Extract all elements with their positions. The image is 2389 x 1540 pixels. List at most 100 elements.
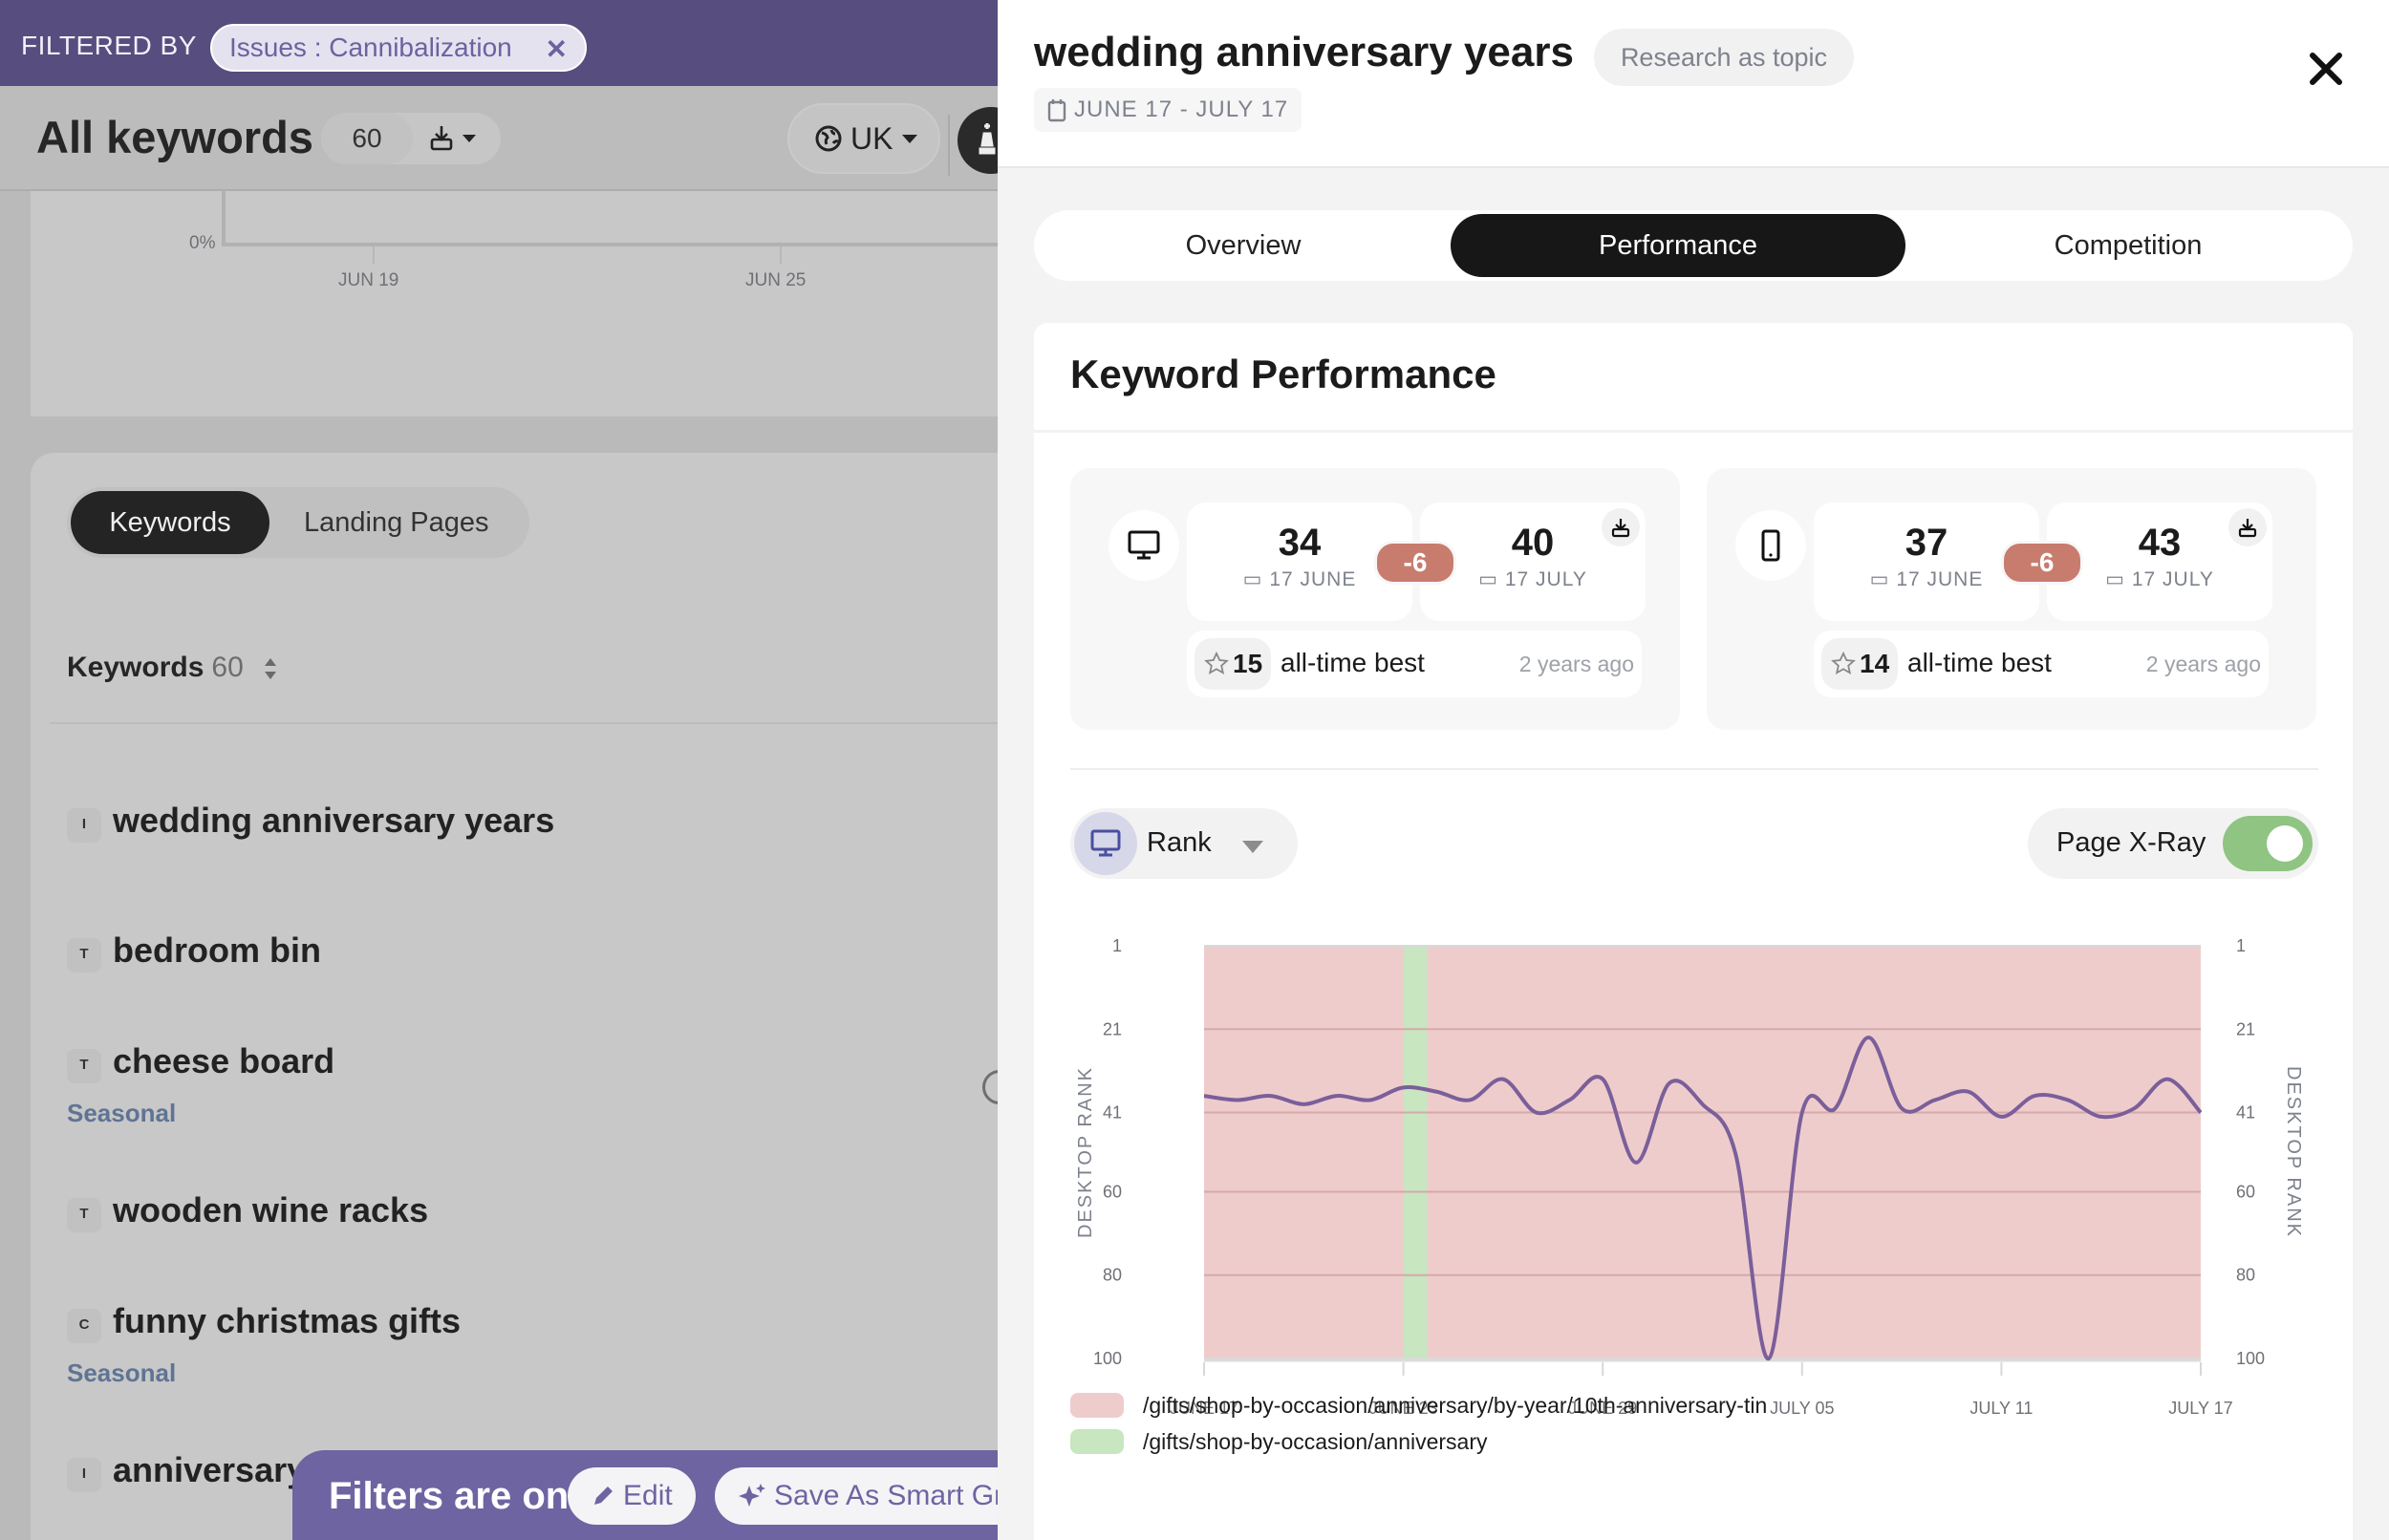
filter-chip-text: Issues : Cannibalization (229, 32, 512, 62)
x-tick (373, 246, 375, 264)
region-label: UK (850, 120, 893, 156)
research-as-topic-button[interactable]: Research as topic (1594, 29, 1854, 86)
start-rank-box: 34 ▭ 17 JUNE (1187, 503, 1412, 621)
keyword-text[interactable]: cheese board (113, 1041, 335, 1080)
tab-competition[interactable]: Competition (2054, 230, 2203, 261)
all-time-best-row: 14 all-time best 2 years ago (1814, 631, 2269, 697)
x-axis (222, 243, 998, 246)
star-icon (1204, 652, 1229, 674)
remove-filter-icon[interactable]: ✕ (545, 34, 568, 64)
column-count: 60 (211, 652, 244, 683)
keyword-text[interactable]: bedroom bin (113, 930, 321, 970)
rank-chart[interactable]: 1 1 21 21 41 41 60 60 80 80 100 100 JUNE 17 JUNE 23 JU… (1034, 896, 2353, 1431)
desktop-icon (1128, 530, 1160, 560)
intent-badge: C (67, 1309, 101, 1343)
x-tick-label: JULY 17 (2168, 1399, 2232, 1418)
keywords-column-header[interactable]: Keywords 60 (67, 652, 278, 684)
save-smart-group-button[interactable]: Save As Smart Gr (715, 1467, 998, 1525)
divider (50, 722, 998, 724)
filter-label: FILTERED BY (21, 31, 197, 60)
edit-label: Edit (623, 1480, 673, 1511)
rank-delta-badge: -6 (1374, 541, 1456, 585)
page-title: All keywords (36, 112, 313, 162)
start-date: ▭ 17 JUNE (1869, 568, 1984, 590)
y-tick-label: 60 (1103, 1182, 1122, 1201)
keyword-count: 60 (321, 113, 413, 164)
region-selector[interactable]: UK (787, 103, 940, 174)
download-button[interactable] (2228, 508, 2267, 546)
y-tick-label: 41 (1103, 1103, 1122, 1123)
chess-king-icon (979, 123, 996, 155)
x-tick-label: JULY 05 (1770, 1399, 1834, 1418)
legend-swatch-red (1070, 1393, 1124, 1418)
x-tick-label: JUNE 23 (1369, 1399, 1438, 1418)
all-time-best-row: 15 all-time best 2 years ago (1187, 631, 1642, 697)
keyword-text[interactable]: funny christmas gifts (113, 1301, 462, 1340)
filters-on-text: Filters are on. (329, 1475, 580, 1517)
chevron-down-icon (902, 135, 918, 143)
keyword-text[interactable]: wooden wine racks (113, 1190, 429, 1230)
edit-filters-button[interactable]: Edit (568, 1467, 696, 1525)
tab-landing-pages[interactable]: Landing Pages (304, 507, 489, 538)
date-range[interactable]: JUNE 17 - JULY 17 (1034, 88, 1302, 132)
end-rank: 43 (2138, 522, 2182, 564)
y-tick-label: 1 (2236, 936, 2246, 955)
panel-title: wedding anniversary years (1034, 29, 1574, 75)
page-header: All keywords 60 UK (0, 86, 998, 191)
y-tick-label: 100 (2236, 1349, 2265, 1368)
best-label: all-time best (1281, 648, 1425, 677)
metric-label: Rank (1147, 827, 1212, 858)
landing-page-band (1204, 946, 2201, 1358)
filter-bar: FILTERED BY Issues : Cannibalization ✕ (0, 0, 998, 86)
mobile-icon-wrap (1735, 510, 1806, 581)
keyword-count-pill: 60 (321, 113, 501, 164)
close-icon[interactable] (2307, 50, 2345, 88)
download-icon (2238, 519, 2257, 538)
calendar-icon (1047, 99, 1066, 122)
tab-keywords[interactable]: Keywords (71, 491, 269, 554)
x-tick-label: JUNE 17 (1170, 1399, 1238, 1418)
seasonal-tag: Seasonal (67, 1358, 177, 1387)
y-tick-label: 21 (2236, 1019, 2255, 1038)
list-view-toggle: Keywords Landing Pages (67, 487, 529, 558)
seasonal-tag: Seasonal (67, 1099, 177, 1127)
x-tick (780, 246, 782, 264)
tab-performance[interactable]: Performance (1451, 214, 1905, 277)
competitors-button[interactable] (958, 107, 998, 174)
landing-page-band (1403, 946, 1428, 1358)
x-tick-label: JUNE 29 (1568, 1399, 1637, 1418)
section-title: Keyword Performance (1070, 352, 1496, 396)
intent-badge: I (67, 1458, 101, 1492)
x-tick-label: JULY 11 (1969, 1399, 2033, 1418)
x-tick-label: JUN 25 (745, 270, 807, 290)
keyword-text[interactable]: wedding anniversary years (113, 801, 555, 840)
end-rank-box: 40 ▭ 17 JULY (1420, 503, 1646, 621)
column-title: Keywords (67, 652, 204, 683)
best-rank: 14 (1821, 638, 1898, 690)
rank-delta-badge: -6 (2001, 541, 2083, 585)
filter-chip[interactable]: Issues : Cannibalization ✕ (210, 24, 587, 72)
page-xray-toggle[interactable] (2223, 816, 2313, 871)
keyword-list-card: Keywords Landing Pages Keywords 60 I wedd… (31, 453, 998, 1540)
divider (948, 115, 950, 176)
save-label: Save As Smart Gr (774, 1480, 998, 1511)
download-button[interactable] (1602, 508, 1640, 546)
desktop-icon (1090, 829, 1121, 857)
intent-badge: T (67, 938, 101, 973)
sort-icon[interactable] (263, 656, 278, 681)
export-dropdown-icon[interactable] (428, 124, 485, 153)
mobile-icon (1761, 529, 1780, 562)
end-date: ▭ 17 JULY (1478, 568, 1587, 590)
keyword-text[interactable]: anniversary (113, 1450, 307, 1489)
keywords-page-background: FILTERED BY Issues : Cannibalization ✕ A… (0, 0, 998, 1540)
y-tick-label: 1 (1112, 936, 1122, 955)
metric-dropdown[interactable]: Rank (1070, 808, 1298, 879)
download-icon (1611, 519, 1630, 538)
desktop-icon-wrap (1108, 510, 1179, 581)
tab-overview[interactable]: Overview (1185, 230, 1302, 261)
start-rank: 34 (1278, 522, 1322, 564)
toggle-knob (2267, 825, 2303, 862)
legend-label: /gifts/shop-by-occasion/anniversary (1143, 1429, 1488, 1454)
end-date: ▭ 17 JULY (2105, 568, 2214, 590)
